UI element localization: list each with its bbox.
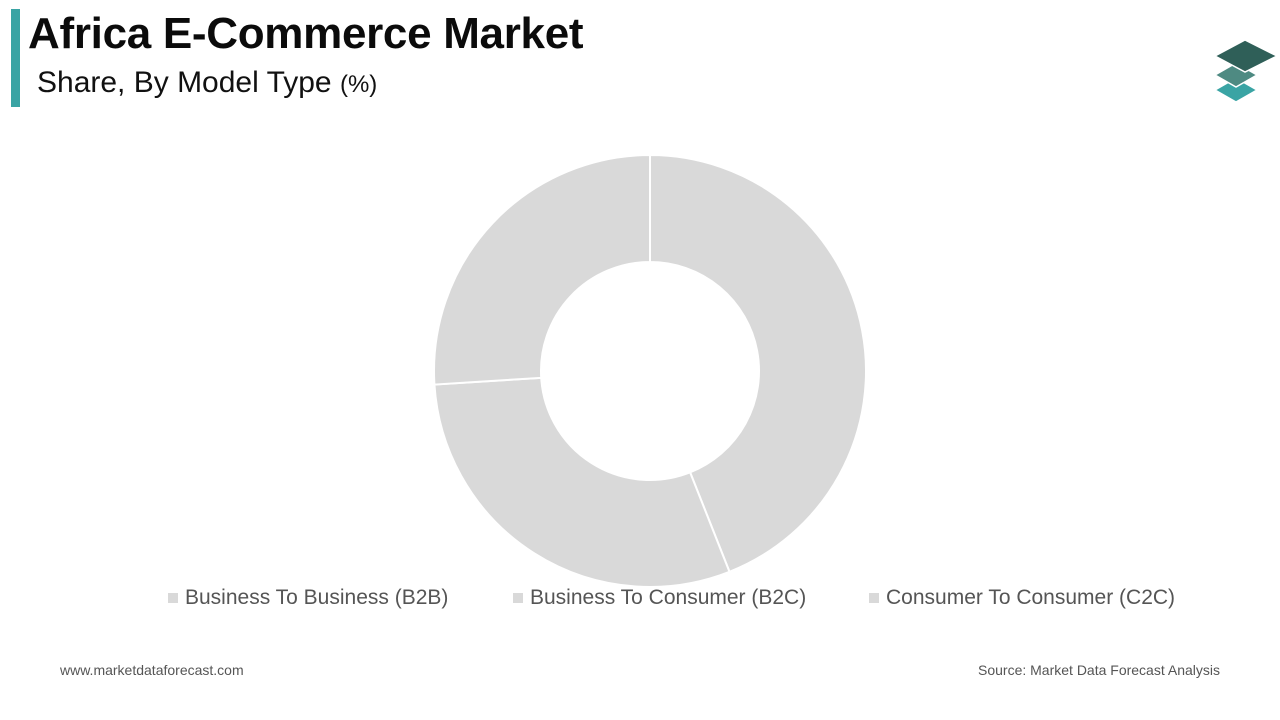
legend-swatch-c2c [869, 593, 879, 603]
footer-website: www.marketdataforecast.com [60, 662, 244, 678]
donut-slice-b2b [649, 153, 867, 574]
legend-label-c2c: Consumer To Consumer (C2C) [886, 586, 1176, 609]
title-accent-bar [11, 9, 20, 107]
legend-label-b2b: Business To Business (B2B) [185, 586, 449, 609]
legend-swatch-b2c [513, 593, 523, 603]
page-subtitle: Share, By Model Type (%) [37, 64, 377, 104]
page-title: Africa E-Commerce Market [28, 9, 584, 58]
legend-item-b2c: Business To Consumer (B2C) [513, 586, 806, 610]
stacked-layers-icon [1213, 39, 1279, 103]
footer-source: Source: Market Data Forecast Analysis [978, 662, 1220, 678]
logo-layer-top [1213, 39, 1279, 73]
donut-slice-c2c [433, 153, 651, 386]
donut-slice-b2c [433, 376, 731, 588]
legend-label-b2c: Business To Consumer (B2C) [530, 586, 807, 609]
donut-slices [433, 153, 867, 588]
subtitle-unit: (%) [339, 71, 378, 98]
legend-item-c2c: Consumer To Consumer (C2C) [869, 586, 1175, 610]
subtitle-text: Share, By Model Type [37, 66, 332, 99]
legend-swatch-b2b [168, 593, 178, 603]
legend-item-b2b: Business To Business (B2B) [168, 586, 448, 610]
chart-legend: Business To Business (B2B) Business To C… [0, 586, 1280, 616]
